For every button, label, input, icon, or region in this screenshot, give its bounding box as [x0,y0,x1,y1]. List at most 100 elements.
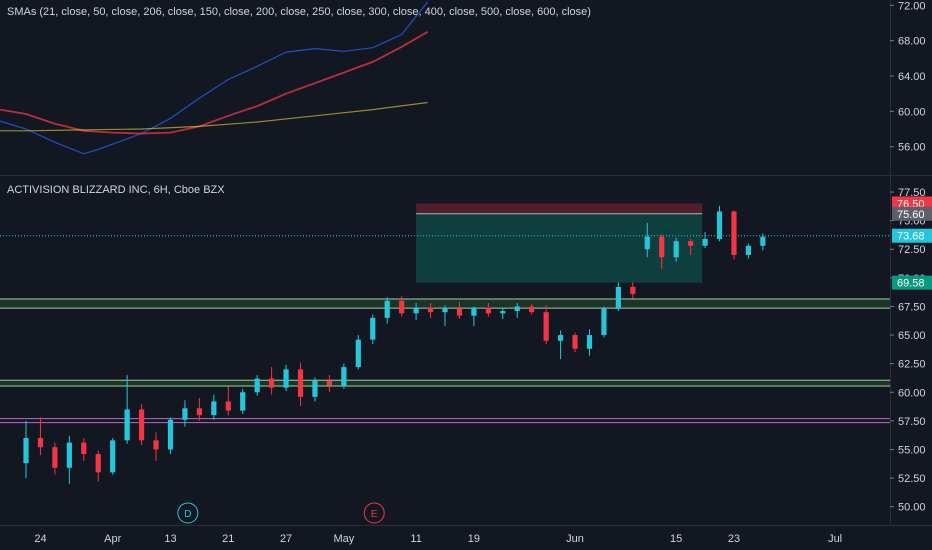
time-axis-label: 19 [468,533,480,545]
event-marker-label: E [371,509,378,520]
candle-body [745,245,752,255]
candle-body [529,306,535,313]
candle-body [615,286,621,309]
candle-body [326,380,333,386]
candle-body [182,408,188,420]
sma-line [0,101,428,132]
indicator-legend[interactable]: SMAs (21, close, 50, close, 206, close, … [7,6,591,18]
candle-body [124,409,130,441]
time-axis-label: Apr [104,533,121,545]
candle-body [427,307,434,313]
candle-body [399,300,405,314]
candle-body [601,308,607,336]
candle-body [500,311,506,314]
candle-body [630,286,636,294]
candle-body [688,241,694,246]
indicator-y-tick-label: 68.00 [898,36,926,48]
time-axis-label: 27 [280,533,292,545]
price-y-tick-label: 52.50 [898,473,926,485]
indicator-y-tick-label: 56.00 [898,142,926,154]
price-badge [892,206,932,221]
candle-body [283,369,289,388]
price-badge-label: 75.60 [897,209,925,221]
candle-body [81,442,87,455]
event-marker [363,502,385,524]
candle-body [153,440,159,450]
candle-body [384,300,390,318]
price-y-tick-label: 50.00 [898,502,926,514]
candle-body [37,438,44,448]
time-axis-label: May [333,533,354,545]
candle-body [138,409,145,441]
time-axis-label: Jun [566,533,584,545]
sma-line [0,31,429,135]
symbol-title[interactable]: ACTIVISION BLIZZARD INC, 6H, Cboe BZX [7,184,225,196]
price-y-tick-label: 67.50 [898,301,926,313]
event-marker [177,502,199,524]
time-axis-label: 11 [410,533,421,545]
candle-body [586,335,593,349]
candle-body [644,236,650,250]
time-axis-label: 15 [670,533,682,545]
price-badge [892,275,932,290]
price-y-tick-label: 55.00 [898,444,926,456]
candle-body [66,442,72,468]
price-badge-label: 73.68 [897,231,925,243]
candle-body [110,440,116,473]
candle-body [23,438,29,464]
candle-body [442,308,448,313]
candle-body [370,317,376,340]
sma-line [0,1,429,155]
candle-body [269,378,275,388]
candle-body [456,308,463,316]
price-y-tick-label: 57.50 [898,416,926,428]
time-axis-label: 23 [728,533,740,545]
candle-body [413,307,419,314]
price-y-tick-label: 72.50 [898,244,926,256]
event-marker-label: D [184,509,191,520]
candle-body [485,307,491,314]
time-axis-label: 24 [34,533,46,545]
candle-body [673,241,679,258]
candle-body [471,307,477,316]
candle-body [312,380,318,397]
candle-body [716,211,723,239]
support-zone [0,299,890,309]
position-target-zone [416,213,703,283]
candle-body [341,367,347,386]
candle-body [95,454,101,473]
candle-body [52,447,58,468]
price-y-tick-label: 62.50 [898,359,926,371]
candle-body [167,419,174,450]
indicator-y-tick-label: 64.00 [898,71,926,83]
candle-body [211,401,217,416]
candle-body [254,378,260,393]
candle-body [659,236,665,258]
price-y-tick-label: 65.00 [898,330,926,342]
position-stop-zone [416,203,703,214]
candle-body [355,339,361,368]
time-axis-label: 21 [222,533,234,545]
price-y-tick-label: 60.00 [898,387,926,399]
candle-body [543,312,549,341]
candle-body [225,401,231,411]
time-axis-label: 13 [164,533,176,545]
candle-body [702,238,708,246]
indicator-y-tick-label: 72.00 [898,0,926,12]
candle-body [297,369,304,397]
candle-body [240,392,246,411]
price-y-tick-label: 77.50 [898,187,926,199]
time-axis-label: Jul [828,533,842,545]
candle-body [731,211,737,255]
candle-body [196,408,202,416]
candle-body [557,335,564,341]
indicator-y-tick-label: 60.00 [898,106,926,118]
price-badge [892,228,932,243]
candle-body [572,335,578,349]
candle-body [760,236,766,246]
support-zone [0,380,890,386]
candle-body [514,306,520,312]
